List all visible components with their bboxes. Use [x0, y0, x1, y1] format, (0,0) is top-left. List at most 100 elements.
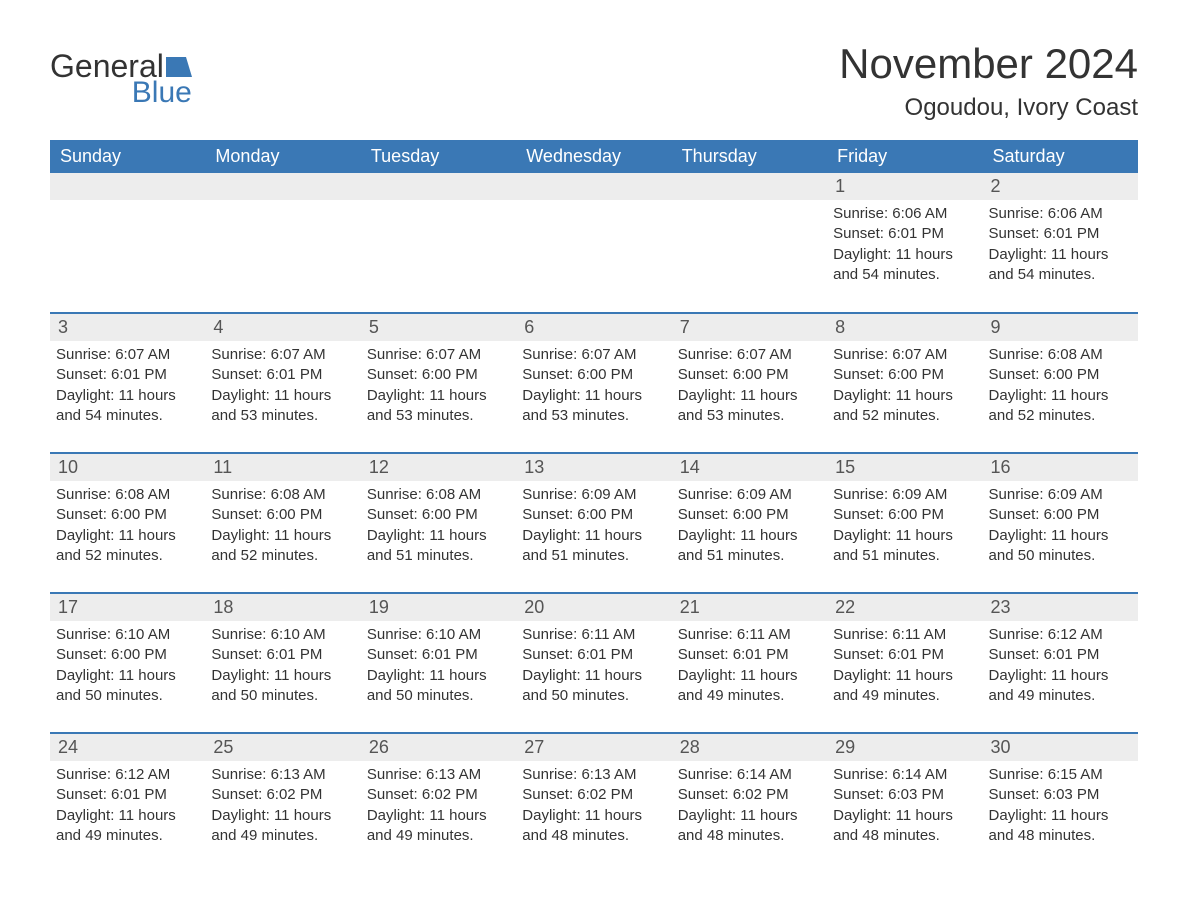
day-cell: 24Sunrise: 6:12 AMSunset: 6:01 PMDayligh…: [50, 733, 205, 873]
day-content: Sunrise: 6:12 AMSunset: 6:01 PMDaylight:…: [50, 761, 205, 850]
sunset-text: Sunset: 6:01 PM: [56, 365, 199, 385]
daylight-text-2: and 50 minutes.: [989, 546, 1132, 566]
day-number: 18: [205, 594, 360, 621]
daylight-text-2: and 50 minutes.: [56, 686, 199, 706]
day-content: Sunrise: 6:11 AMSunset: 6:01 PMDaylight:…: [516, 621, 671, 710]
sunset-text: Sunset: 6:00 PM: [367, 365, 510, 385]
daylight-text-1: Daylight: 11 hours: [367, 666, 510, 686]
day-cell: 27Sunrise: 6:13 AMSunset: 6:02 PMDayligh…: [516, 733, 671, 873]
day-header: Monday: [205, 140, 360, 173]
daylight-text-2: and 49 minutes.: [367, 826, 510, 846]
daylight-text-2: and 51 minutes.: [678, 546, 821, 566]
day-number: 9: [983, 314, 1138, 341]
sunrise-text: Sunrise: 6:08 AM: [56, 485, 199, 505]
day-content: Sunrise: 6:10 AMSunset: 6:01 PMDaylight:…: [205, 621, 360, 710]
sunset-text: Sunset: 6:01 PM: [522, 645, 665, 665]
daylight-text-1: Daylight: 11 hours: [211, 666, 354, 686]
daylight-text-2: and 49 minutes.: [678, 686, 821, 706]
day-number: 24: [50, 734, 205, 761]
week-row: 10Sunrise: 6:08 AMSunset: 6:00 PMDayligh…: [50, 453, 1138, 593]
sunset-text: Sunset: 6:00 PM: [678, 505, 821, 525]
day-cell: 25Sunrise: 6:13 AMSunset: 6:02 PMDayligh…: [205, 733, 360, 873]
sunset-text: Sunset: 6:01 PM: [833, 224, 976, 244]
sunrise-text: Sunrise: 6:14 AM: [678, 765, 821, 785]
daylight-text-2: and 52 minutes.: [56, 546, 199, 566]
sunset-text: Sunset: 6:01 PM: [211, 365, 354, 385]
day-cell: 19Sunrise: 6:10 AMSunset: 6:01 PMDayligh…: [361, 593, 516, 733]
empty-day-bar: [361, 173, 516, 200]
daylight-text-1: Daylight: 11 hours: [522, 386, 665, 406]
sunset-text: Sunset: 6:01 PM: [678, 645, 821, 665]
daylight-text-2: and 49 minutes.: [211, 826, 354, 846]
daylight-text-1: Daylight: 11 hours: [833, 806, 976, 826]
sunset-text: Sunset: 6:02 PM: [367, 785, 510, 805]
day-content: Sunrise: 6:06 AMSunset: 6:01 PMDaylight:…: [827, 200, 982, 289]
sunset-text: Sunset: 6:01 PM: [989, 645, 1132, 665]
day-content: Sunrise: 6:09 AMSunset: 6:00 PMDaylight:…: [516, 481, 671, 570]
sunrise-text: Sunrise: 6:10 AM: [211, 625, 354, 645]
day-content: Sunrise: 6:09 AMSunset: 6:00 PMDaylight:…: [827, 481, 982, 570]
daylight-text-2: and 53 minutes.: [678, 406, 821, 426]
sunrise-text: Sunrise: 6:11 AM: [678, 625, 821, 645]
daylight-text-2: and 48 minutes.: [833, 826, 976, 846]
sunrise-text: Sunrise: 6:08 AM: [211, 485, 354, 505]
sunset-text: Sunset: 6:02 PM: [522, 785, 665, 805]
daylight-text-1: Daylight: 11 hours: [989, 386, 1132, 406]
day-header: Wednesday: [516, 140, 671, 173]
day-cell: 9Sunrise: 6:08 AMSunset: 6:00 PMDaylight…: [983, 313, 1138, 453]
daylight-text-2: and 49 minutes.: [989, 686, 1132, 706]
day-number: 26: [361, 734, 516, 761]
sunset-text: Sunset: 6:00 PM: [678, 365, 821, 385]
sunrise-text: Sunrise: 6:10 AM: [367, 625, 510, 645]
day-number: 5: [361, 314, 516, 341]
day-cell: [516, 173, 671, 313]
day-content: Sunrise: 6:06 AMSunset: 6:01 PMDaylight:…: [983, 200, 1138, 289]
daylight-text-1: Daylight: 11 hours: [367, 386, 510, 406]
sunrise-text: Sunrise: 6:07 AM: [56, 345, 199, 365]
day-number: 17: [50, 594, 205, 621]
day-number: 11: [205, 454, 360, 481]
day-content: Sunrise: 6:08 AMSunset: 6:00 PMDaylight:…: [205, 481, 360, 570]
day-content: Sunrise: 6:07 AMSunset: 6:01 PMDaylight:…: [205, 341, 360, 430]
daylight-text-1: Daylight: 11 hours: [833, 245, 976, 265]
day-cell: 6Sunrise: 6:07 AMSunset: 6:00 PMDaylight…: [516, 313, 671, 453]
sunrise-text: Sunrise: 6:07 AM: [833, 345, 976, 365]
daylight-text-1: Daylight: 11 hours: [211, 806, 354, 826]
location-subtitle: Ogoudou, Ivory Coast: [839, 94, 1138, 122]
day-number: 29: [827, 734, 982, 761]
day-cell: 13Sunrise: 6:09 AMSunset: 6:00 PMDayligh…: [516, 453, 671, 593]
day-content: Sunrise: 6:10 AMSunset: 6:00 PMDaylight:…: [50, 621, 205, 710]
week-row: 3Sunrise: 6:07 AMSunset: 6:01 PMDaylight…: [50, 313, 1138, 453]
daylight-text-1: Daylight: 11 hours: [522, 806, 665, 826]
day-content: Sunrise: 6:13 AMSunset: 6:02 PMDaylight:…: [361, 761, 516, 850]
daylight-text-2: and 50 minutes.: [211, 686, 354, 706]
day-number: 14: [672, 454, 827, 481]
daylight-text-2: and 48 minutes.: [678, 826, 821, 846]
day-number: 16: [983, 454, 1138, 481]
daylight-text-1: Daylight: 11 hours: [989, 245, 1132, 265]
day-content: Sunrise: 6:07 AMSunset: 6:00 PMDaylight:…: [827, 341, 982, 430]
day-content: Sunrise: 6:11 AMSunset: 6:01 PMDaylight:…: [827, 621, 982, 710]
day-cell: 2Sunrise: 6:06 AMSunset: 6:01 PMDaylight…: [983, 173, 1138, 313]
sunrise-text: Sunrise: 6:13 AM: [522, 765, 665, 785]
daylight-text-2: and 48 minutes.: [522, 826, 665, 846]
sunrise-text: Sunrise: 6:09 AM: [522, 485, 665, 505]
sunrise-text: Sunrise: 6:13 AM: [367, 765, 510, 785]
sunset-text: Sunset: 6:00 PM: [833, 365, 976, 385]
day-cell: 12Sunrise: 6:08 AMSunset: 6:00 PMDayligh…: [361, 453, 516, 593]
daylight-text-1: Daylight: 11 hours: [56, 386, 199, 406]
sunset-text: Sunset: 6:03 PM: [989, 785, 1132, 805]
day-cell: 15Sunrise: 6:09 AMSunset: 6:00 PMDayligh…: [827, 453, 982, 593]
day-number: 21: [672, 594, 827, 621]
daylight-text-1: Daylight: 11 hours: [211, 386, 354, 406]
day-content: Sunrise: 6:07 AMSunset: 6:00 PMDaylight:…: [361, 341, 516, 430]
day-cell: 22Sunrise: 6:11 AMSunset: 6:01 PMDayligh…: [827, 593, 982, 733]
day-header-row: SundayMondayTuesdayWednesdayThursdayFrid…: [50, 140, 1138, 173]
day-number: 1: [827, 173, 982, 200]
day-number: 10: [50, 454, 205, 481]
sunrise-text: Sunrise: 6:15 AM: [989, 765, 1132, 785]
day-header: Thursday: [672, 140, 827, 173]
daylight-text-2: and 52 minutes.: [211, 546, 354, 566]
daylight-text-2: and 48 minutes.: [989, 826, 1132, 846]
day-number: 2: [983, 173, 1138, 200]
